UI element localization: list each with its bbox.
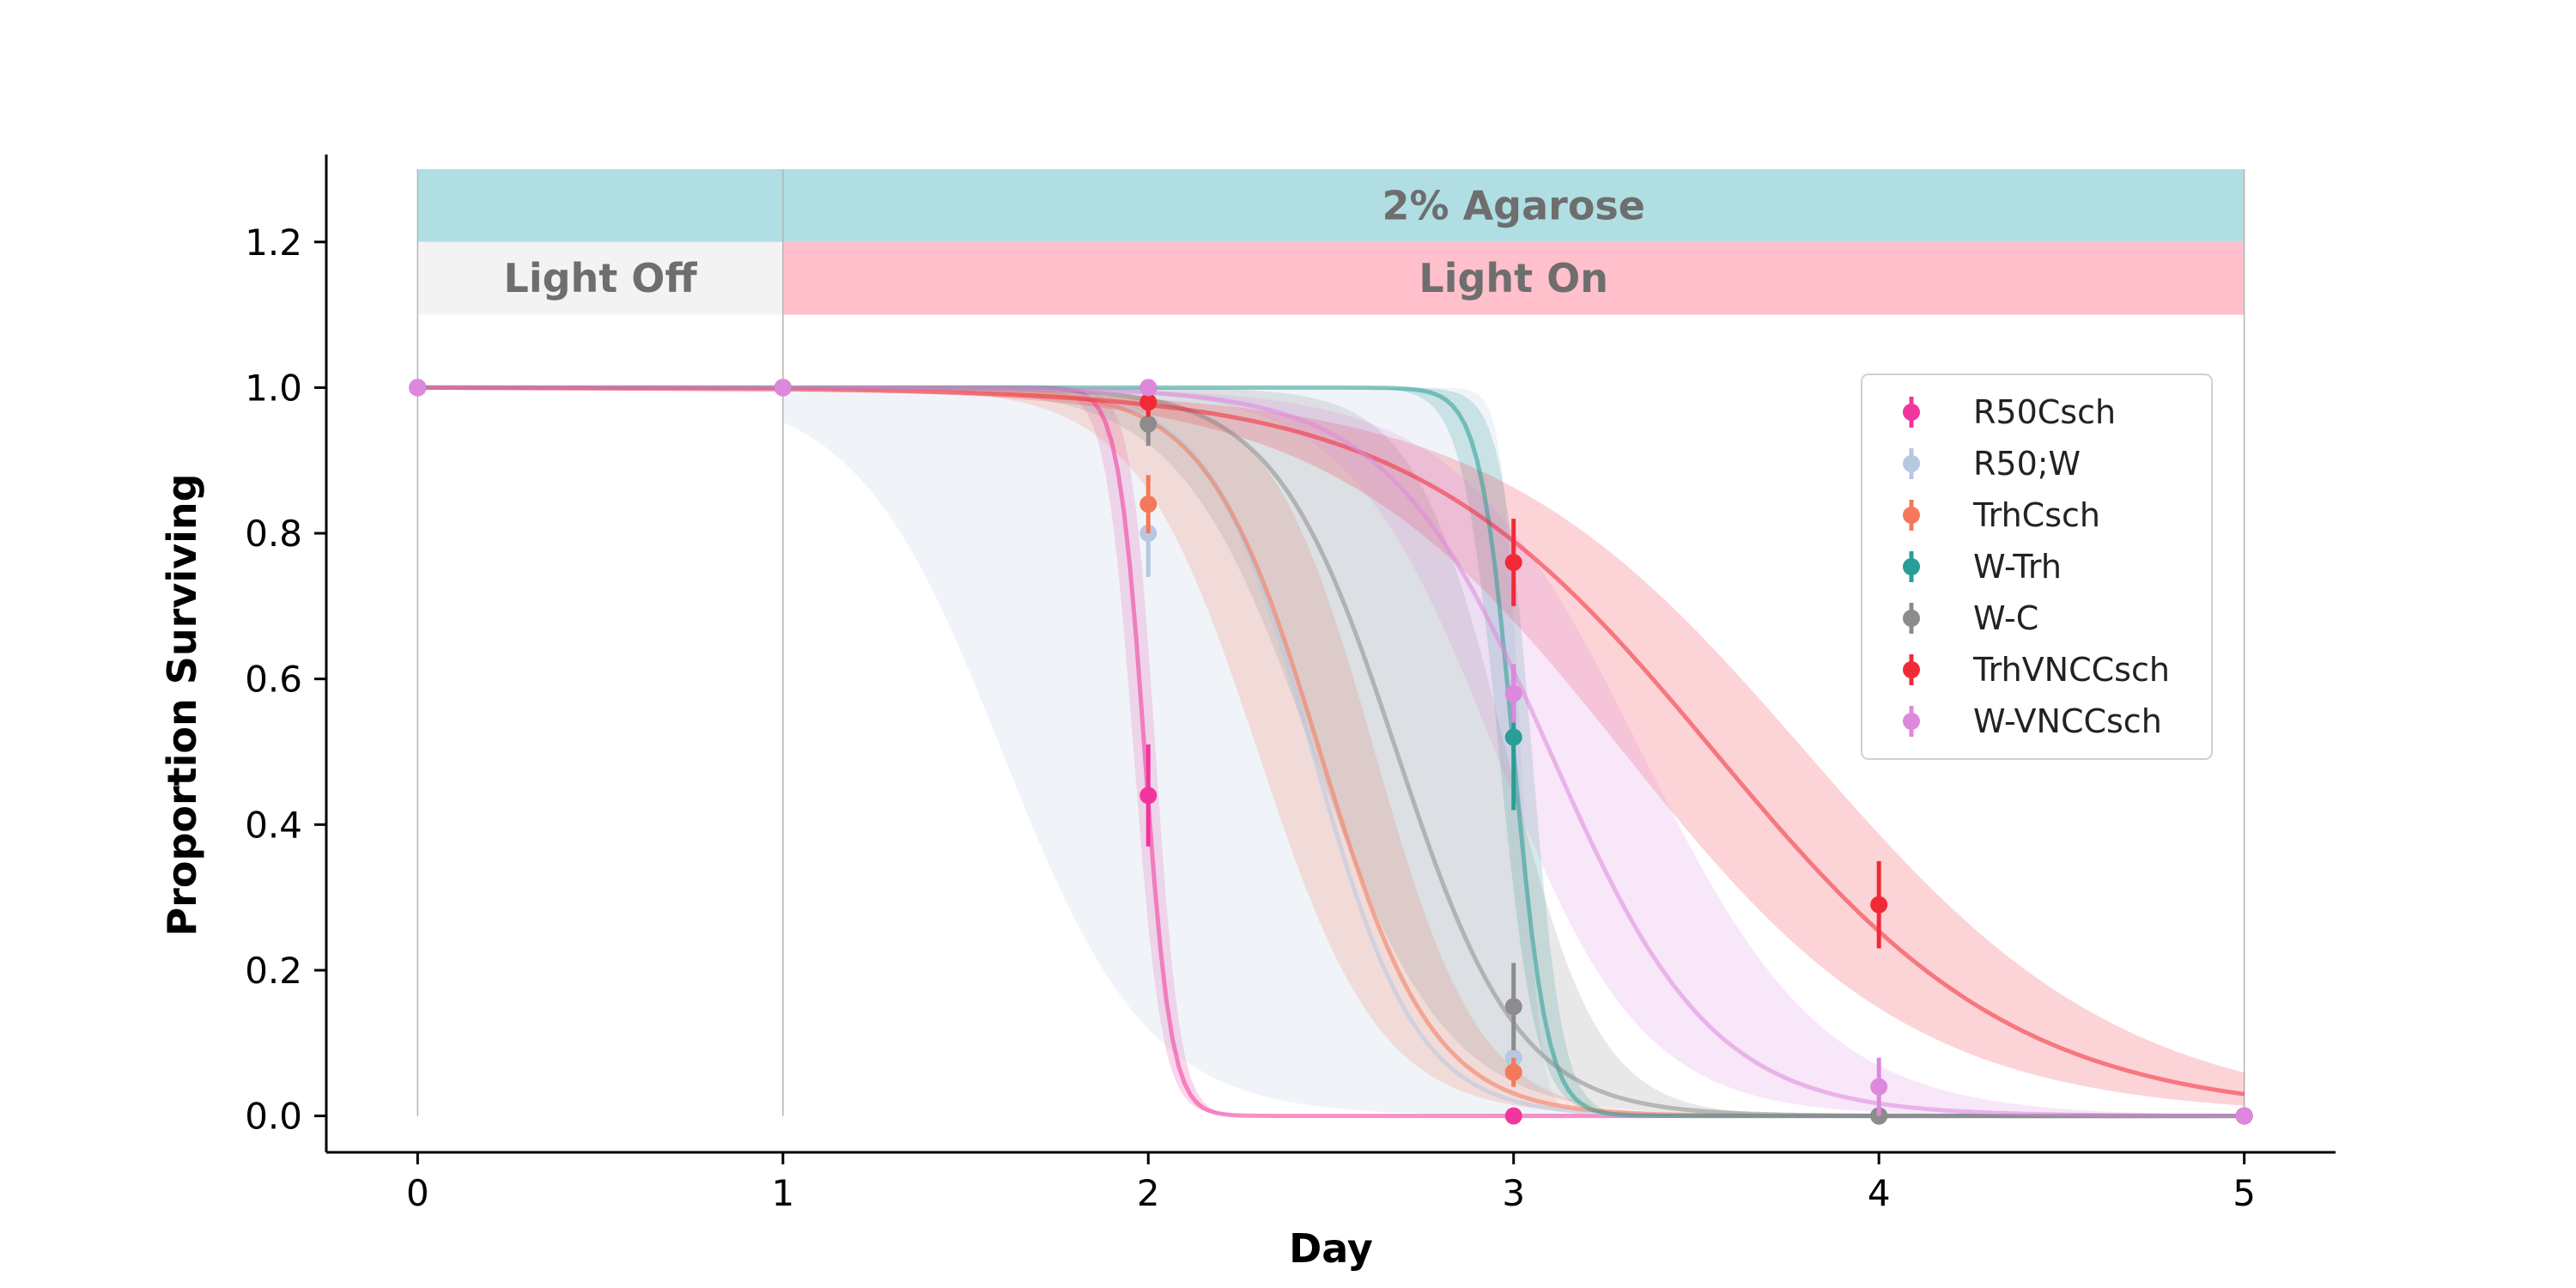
band-light-on bbox=[782, 241, 2245, 315]
data-point-w-vnccsch bbox=[1504, 664, 1522, 723]
marker bbox=[1870, 1078, 1888, 1096]
band-label-light-on: Light On bbox=[1419, 255, 1608, 301]
legend-item-trhvnccsch: TrhVNCCsch bbox=[1903, 651, 2170, 689]
legend-swatch-marker bbox=[1903, 713, 1920, 730]
legend-swatch-marker bbox=[1903, 610, 1920, 627]
legend-swatch-marker bbox=[1903, 507, 1920, 524]
x-tick-label: 1 bbox=[771, 1172, 794, 1214]
marker bbox=[1870, 896, 1888, 914]
marker bbox=[2235, 1107, 2253, 1125]
x-tick-label: 5 bbox=[2233, 1172, 2256, 1214]
data-point-w-vnccsch bbox=[1139, 379, 1157, 397]
y-tick-label: 0.6 bbox=[245, 659, 302, 701]
data-point-r50csch bbox=[1139, 744, 1157, 847]
band-label-light-off: Light Off bbox=[504, 255, 698, 301]
marker bbox=[1504, 1063, 1522, 1081]
data-point-w-c bbox=[1504, 963, 1522, 1051]
y-tick-label: 0.2 bbox=[245, 950, 302, 992]
y-axis-title: Proportion Surviving bbox=[159, 473, 205, 936]
x-ticks: 0 1 2 3 4 5 bbox=[406, 1152, 2256, 1214]
x-tick-label: 4 bbox=[1868, 1172, 1891, 1214]
y-tick-label: 0.0 bbox=[245, 1096, 302, 1138]
marker bbox=[409, 379, 427, 397]
legend-label: TrhCsch bbox=[1972, 496, 2100, 534]
legend-label: W-VNCCsch bbox=[1973, 702, 2162, 740]
legend: R50Csch R50;W TrhCsch W-Trh W-C TrhVNCCsch W-V… bbox=[1861, 374, 2213, 760]
legend-swatch-marker bbox=[1903, 661, 1920, 678]
data-point-w-vnccsch bbox=[2235, 1107, 2253, 1125]
data-point-r50csch bbox=[1504, 1107, 1522, 1125]
legend-swatch-marker bbox=[1903, 404, 1920, 421]
legend-label: R50Csch bbox=[1973, 393, 2116, 431]
marker bbox=[1504, 998, 1522, 1016]
x-tick-label: 3 bbox=[1502, 1172, 1525, 1214]
legend-item-w-vnccsch: W-VNCCsch bbox=[1903, 702, 2162, 740]
axes: 0 1 2 3 4 5 0.0 0.2 0.4 0.6 0.8 1.0 1.2 Day Proport… bbox=[159, 155, 2336, 1272]
legend-item-r50csch: R50Csch bbox=[1903, 393, 2116, 431]
data-point-trhcsch bbox=[1504, 1057, 1522, 1087]
fitted-curves bbox=[417, 385, 2245, 1119]
data-points bbox=[409, 379, 2253, 1125]
band-label-2-agarose: 2% Agarose bbox=[1382, 182, 1645, 228]
fit-line-w-vnccsch bbox=[417, 385, 2245, 1118]
marker bbox=[1504, 1107, 1522, 1125]
x-tick-label: 0 bbox=[406, 1172, 429, 1214]
band-2-agarose bbox=[417, 168, 2245, 242]
marker bbox=[774, 379, 792, 397]
marker bbox=[1139, 393, 1157, 411]
band-light-off bbox=[417, 241, 783, 315]
marker bbox=[1504, 553, 1522, 571]
data-point-w-vnccsch bbox=[409, 379, 427, 397]
legend-swatch-marker bbox=[1903, 455, 1920, 472]
x-axis-title: Day bbox=[1289, 1225, 1373, 1272]
data-point-trhvnccsch bbox=[1504, 519, 1522, 606]
marker bbox=[1139, 495, 1157, 513]
marker bbox=[1139, 415, 1157, 433]
legend-label: R50;W bbox=[1973, 445, 2081, 483]
marker bbox=[1139, 379, 1157, 397]
legend-item-r50-w: R50;W bbox=[1903, 445, 2081, 483]
y-tick-label: 1.0 bbox=[245, 367, 302, 409]
y-ticks: 0.0 0.2 0.4 0.6 0.8 1.0 1.2 bbox=[245, 222, 326, 1138]
marker bbox=[1504, 728, 1522, 746]
legend-label: TrhVNCCsch bbox=[1972, 651, 2170, 689]
x-tick-label: 2 bbox=[1137, 1172, 1160, 1214]
legend-swatch-marker bbox=[1903, 558, 1920, 575]
legend-label: W-Trh bbox=[1973, 548, 2062, 586]
data-point-trhvnccsch bbox=[1870, 860, 1888, 949]
legend-item-trhcsch: TrhCsch bbox=[1903, 496, 2100, 534]
legend-frame bbox=[1861, 374, 2213, 760]
legend-item-w-c: W-C bbox=[1903, 599, 2038, 637]
annotation-bands: 2% Agarose Light Off Light On bbox=[416, 168, 2245, 1116]
legend-label: W-C bbox=[1973, 599, 2038, 637]
marker bbox=[1504, 684, 1522, 702]
data-point-w-vnccsch bbox=[1870, 1057, 1888, 1116]
legend-item-w-trh: W-Trh bbox=[1903, 548, 2062, 586]
data-point-trhcsch bbox=[1139, 475, 1157, 534]
fit-line-trhvnccsch bbox=[417, 385, 2245, 1097]
y-tick-label: 0.8 bbox=[245, 513, 302, 555]
y-tick-label: 0.4 bbox=[245, 804, 302, 846]
y-tick-label: 1.2 bbox=[245, 222, 302, 264]
marker bbox=[1139, 787, 1157, 805]
data-point-w-vnccsch bbox=[774, 379, 792, 397]
